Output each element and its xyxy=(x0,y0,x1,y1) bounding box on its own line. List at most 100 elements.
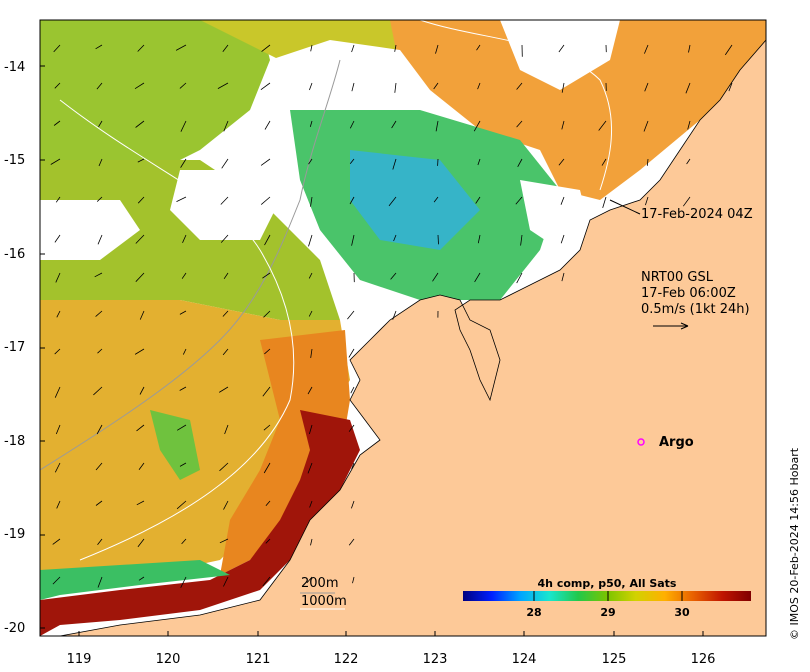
current-arrow xyxy=(728,82,733,92)
current-arrow xyxy=(598,120,607,131)
current-arrow xyxy=(134,82,145,90)
current-scale-arrow xyxy=(653,322,689,330)
current-arrow xyxy=(260,82,271,91)
current-arrow xyxy=(310,196,313,207)
current-arrow xyxy=(136,424,145,432)
current-source-label: NRT00 GSL xyxy=(641,270,713,285)
current-arrow xyxy=(310,538,313,546)
current-arrow xyxy=(515,196,523,205)
current-arrow xyxy=(517,158,523,167)
current-arrow xyxy=(351,82,355,92)
sst-orange-coast xyxy=(220,330,350,575)
sst-green-north-west xyxy=(40,20,270,175)
current-arrow xyxy=(138,462,145,470)
current-arrow xyxy=(643,120,649,132)
current-arrow xyxy=(475,196,481,204)
current-arrow xyxy=(95,462,103,471)
colorbar-tick-label: 30 xyxy=(674,606,690,619)
sst-cyan-patch xyxy=(350,150,480,250)
current-arrow xyxy=(56,310,61,318)
current-arrow xyxy=(264,120,271,130)
current-arrow xyxy=(98,158,103,167)
current-arrow xyxy=(309,500,313,508)
current-arrow xyxy=(437,234,439,245)
land-mass xyxy=(59,39,766,636)
current-arrow xyxy=(219,538,229,544)
current-arrow xyxy=(307,386,313,395)
current-arrow xyxy=(176,196,187,202)
sst-white-gap-2 xyxy=(270,40,430,110)
imos-credit: © IMOS 20-Feb-2024 14:56 Hobart xyxy=(788,447,801,640)
current-arrow xyxy=(348,348,355,358)
current-arrow xyxy=(432,272,439,282)
sst-red-coast xyxy=(40,410,360,636)
current-arrow xyxy=(223,272,229,280)
current-arrow xyxy=(349,120,355,129)
current-arrow xyxy=(181,538,187,545)
current-arrow xyxy=(646,158,649,166)
colorbar xyxy=(463,591,751,601)
current-arrow xyxy=(97,348,103,354)
current-arrow xyxy=(309,120,313,128)
current-arrow xyxy=(182,348,187,355)
current-arrow xyxy=(308,234,313,247)
x-tick-label: 125 xyxy=(601,652,627,667)
current-arrow xyxy=(602,196,607,209)
current-arrow xyxy=(52,538,61,545)
x-tick-label: 124 xyxy=(511,652,537,667)
current-arrow xyxy=(264,348,271,355)
current-arrow xyxy=(561,82,565,93)
y-tick-label: -19 xyxy=(4,527,26,542)
current-arrow xyxy=(309,82,313,91)
current-arrow xyxy=(644,82,649,92)
current-arrow xyxy=(52,576,61,585)
current-arrow xyxy=(351,500,355,509)
current-arrow xyxy=(97,538,103,545)
current-arrow xyxy=(560,234,565,244)
current-arrow xyxy=(180,120,187,132)
current-arrow xyxy=(394,82,397,93)
current-arrow xyxy=(96,82,103,90)
current-arrow xyxy=(688,44,691,53)
current-arrow xyxy=(93,386,103,396)
current-arrow xyxy=(474,272,481,283)
current-arrow xyxy=(175,44,187,51)
current-arrow xyxy=(349,196,355,205)
current-arrow xyxy=(349,158,355,165)
current-arrow xyxy=(477,158,481,166)
pass-time-leader xyxy=(609,199,641,215)
current-arrow xyxy=(561,272,565,282)
current-arrow xyxy=(222,310,229,317)
current-arrow xyxy=(94,272,103,278)
current-arrow xyxy=(54,234,61,243)
current-arrow xyxy=(645,196,649,206)
current-arrow xyxy=(307,462,313,474)
colorbar-title: 4h comp, p50, All Sats xyxy=(537,577,677,590)
current-arrow xyxy=(516,82,523,90)
current-arrow xyxy=(394,44,397,52)
current-arrow xyxy=(265,538,271,544)
current-arrow xyxy=(135,234,145,244)
current-arrow xyxy=(352,576,355,584)
plot-frame xyxy=(39,19,767,637)
current-arrow xyxy=(265,500,271,507)
current-arrow xyxy=(179,82,187,89)
current-arrow xyxy=(435,120,439,132)
current-arrow xyxy=(388,196,397,207)
current-arrow xyxy=(222,44,229,52)
current-arrow xyxy=(309,424,313,435)
current-arrow xyxy=(134,348,145,355)
current-arrow xyxy=(179,310,187,315)
current-arrows xyxy=(50,44,733,588)
current-arrow xyxy=(687,120,691,130)
x-tick-label: 123 xyxy=(422,652,448,667)
x-tick-label: 119 xyxy=(66,652,92,667)
current-arrow xyxy=(135,120,145,128)
current-arrow xyxy=(476,44,481,51)
y-tick-label: -18 xyxy=(4,434,26,449)
current-arrow xyxy=(56,500,61,509)
current-arrow xyxy=(55,196,61,203)
current-scale-label: 0.5m/s (1kt 24h) xyxy=(641,302,750,317)
current-arrow xyxy=(682,196,691,207)
